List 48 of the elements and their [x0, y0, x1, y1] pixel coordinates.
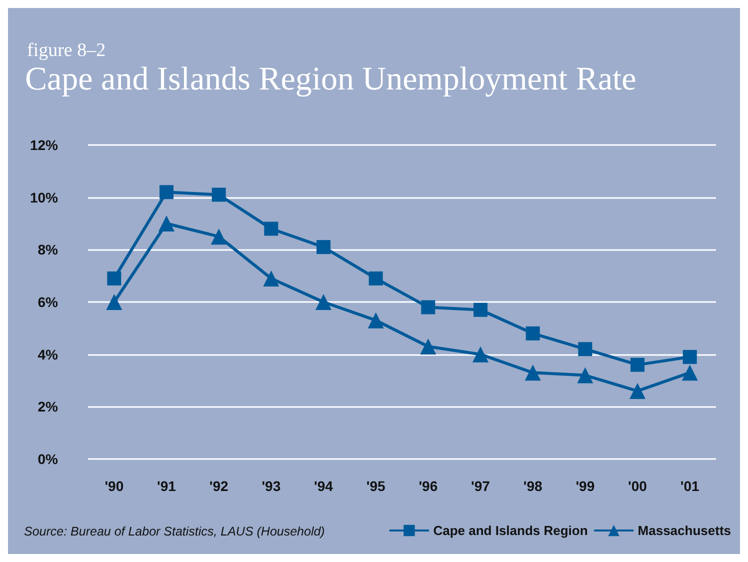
x-tick-label: '95	[366, 478, 386, 494]
point	[264, 222, 278, 236]
x-tick-label: '98	[523, 478, 542, 494]
y-tick-label: 4%	[38, 346, 59, 362]
point	[316, 294, 332, 310]
point	[160, 185, 174, 200]
point	[212, 188, 226, 202]
y-tick-label: 8%	[38, 242, 59, 258]
y-tick-label: 12%	[30, 137, 59, 153]
point	[368, 312, 384, 328]
x-tick-label: '92	[209, 478, 228, 494]
point	[263, 270, 280, 286]
chart-subtitle: figure 8–2	[27, 40, 106, 61]
point	[682, 350, 697, 364]
point	[158, 216, 174, 232]
point	[524, 364, 541, 381]
point	[630, 358, 644, 372]
x-tick-label: '91	[157, 478, 176, 494]
point	[472, 346, 488, 362]
point	[578, 342, 592, 356]
point	[316, 240, 330, 254]
chart-title: Cape and Islands Region Unemployment Rate	[25, 62, 636, 98]
x-tick-label: '93	[262, 478, 281, 494]
legend-label: Cape and Islands Region	[433, 523, 588, 538]
y-tick-label: 2%	[38, 398, 59, 415]
point	[106, 294, 122, 310]
point	[577, 367, 594, 384]
point	[107, 271, 122, 286]
legend-label: Massachusetts	[638, 523, 732, 538]
source-note: Source: Bureau of Labor Statistics, LAUS (Household)	[24, 524, 325, 538]
x-tick-label: '99	[576, 478, 595, 494]
point	[474, 302, 488, 317]
x-tick-label: '96	[418, 478, 438, 494]
y-tick-label: 10%	[30, 189, 59, 206]
point	[630, 382, 646, 399]
point	[420, 338, 436, 354]
x-tick-label: '01	[680, 478, 700, 494]
x-tick-label: '94	[314, 478, 334, 494]
x-tick-label: '00	[628, 478, 648, 494]
point	[526, 326, 540, 340]
point	[368, 271, 383, 286]
y-tick-label: 0%	[38, 451, 59, 467]
x-tick-label: '90	[104, 478, 124, 494]
x-tick-label: '97	[471, 478, 490, 494]
y-tick-label: 6%	[38, 294, 59, 310]
point	[210, 228, 227, 245]
point	[682, 364, 698, 381]
point	[421, 300, 436, 314]
